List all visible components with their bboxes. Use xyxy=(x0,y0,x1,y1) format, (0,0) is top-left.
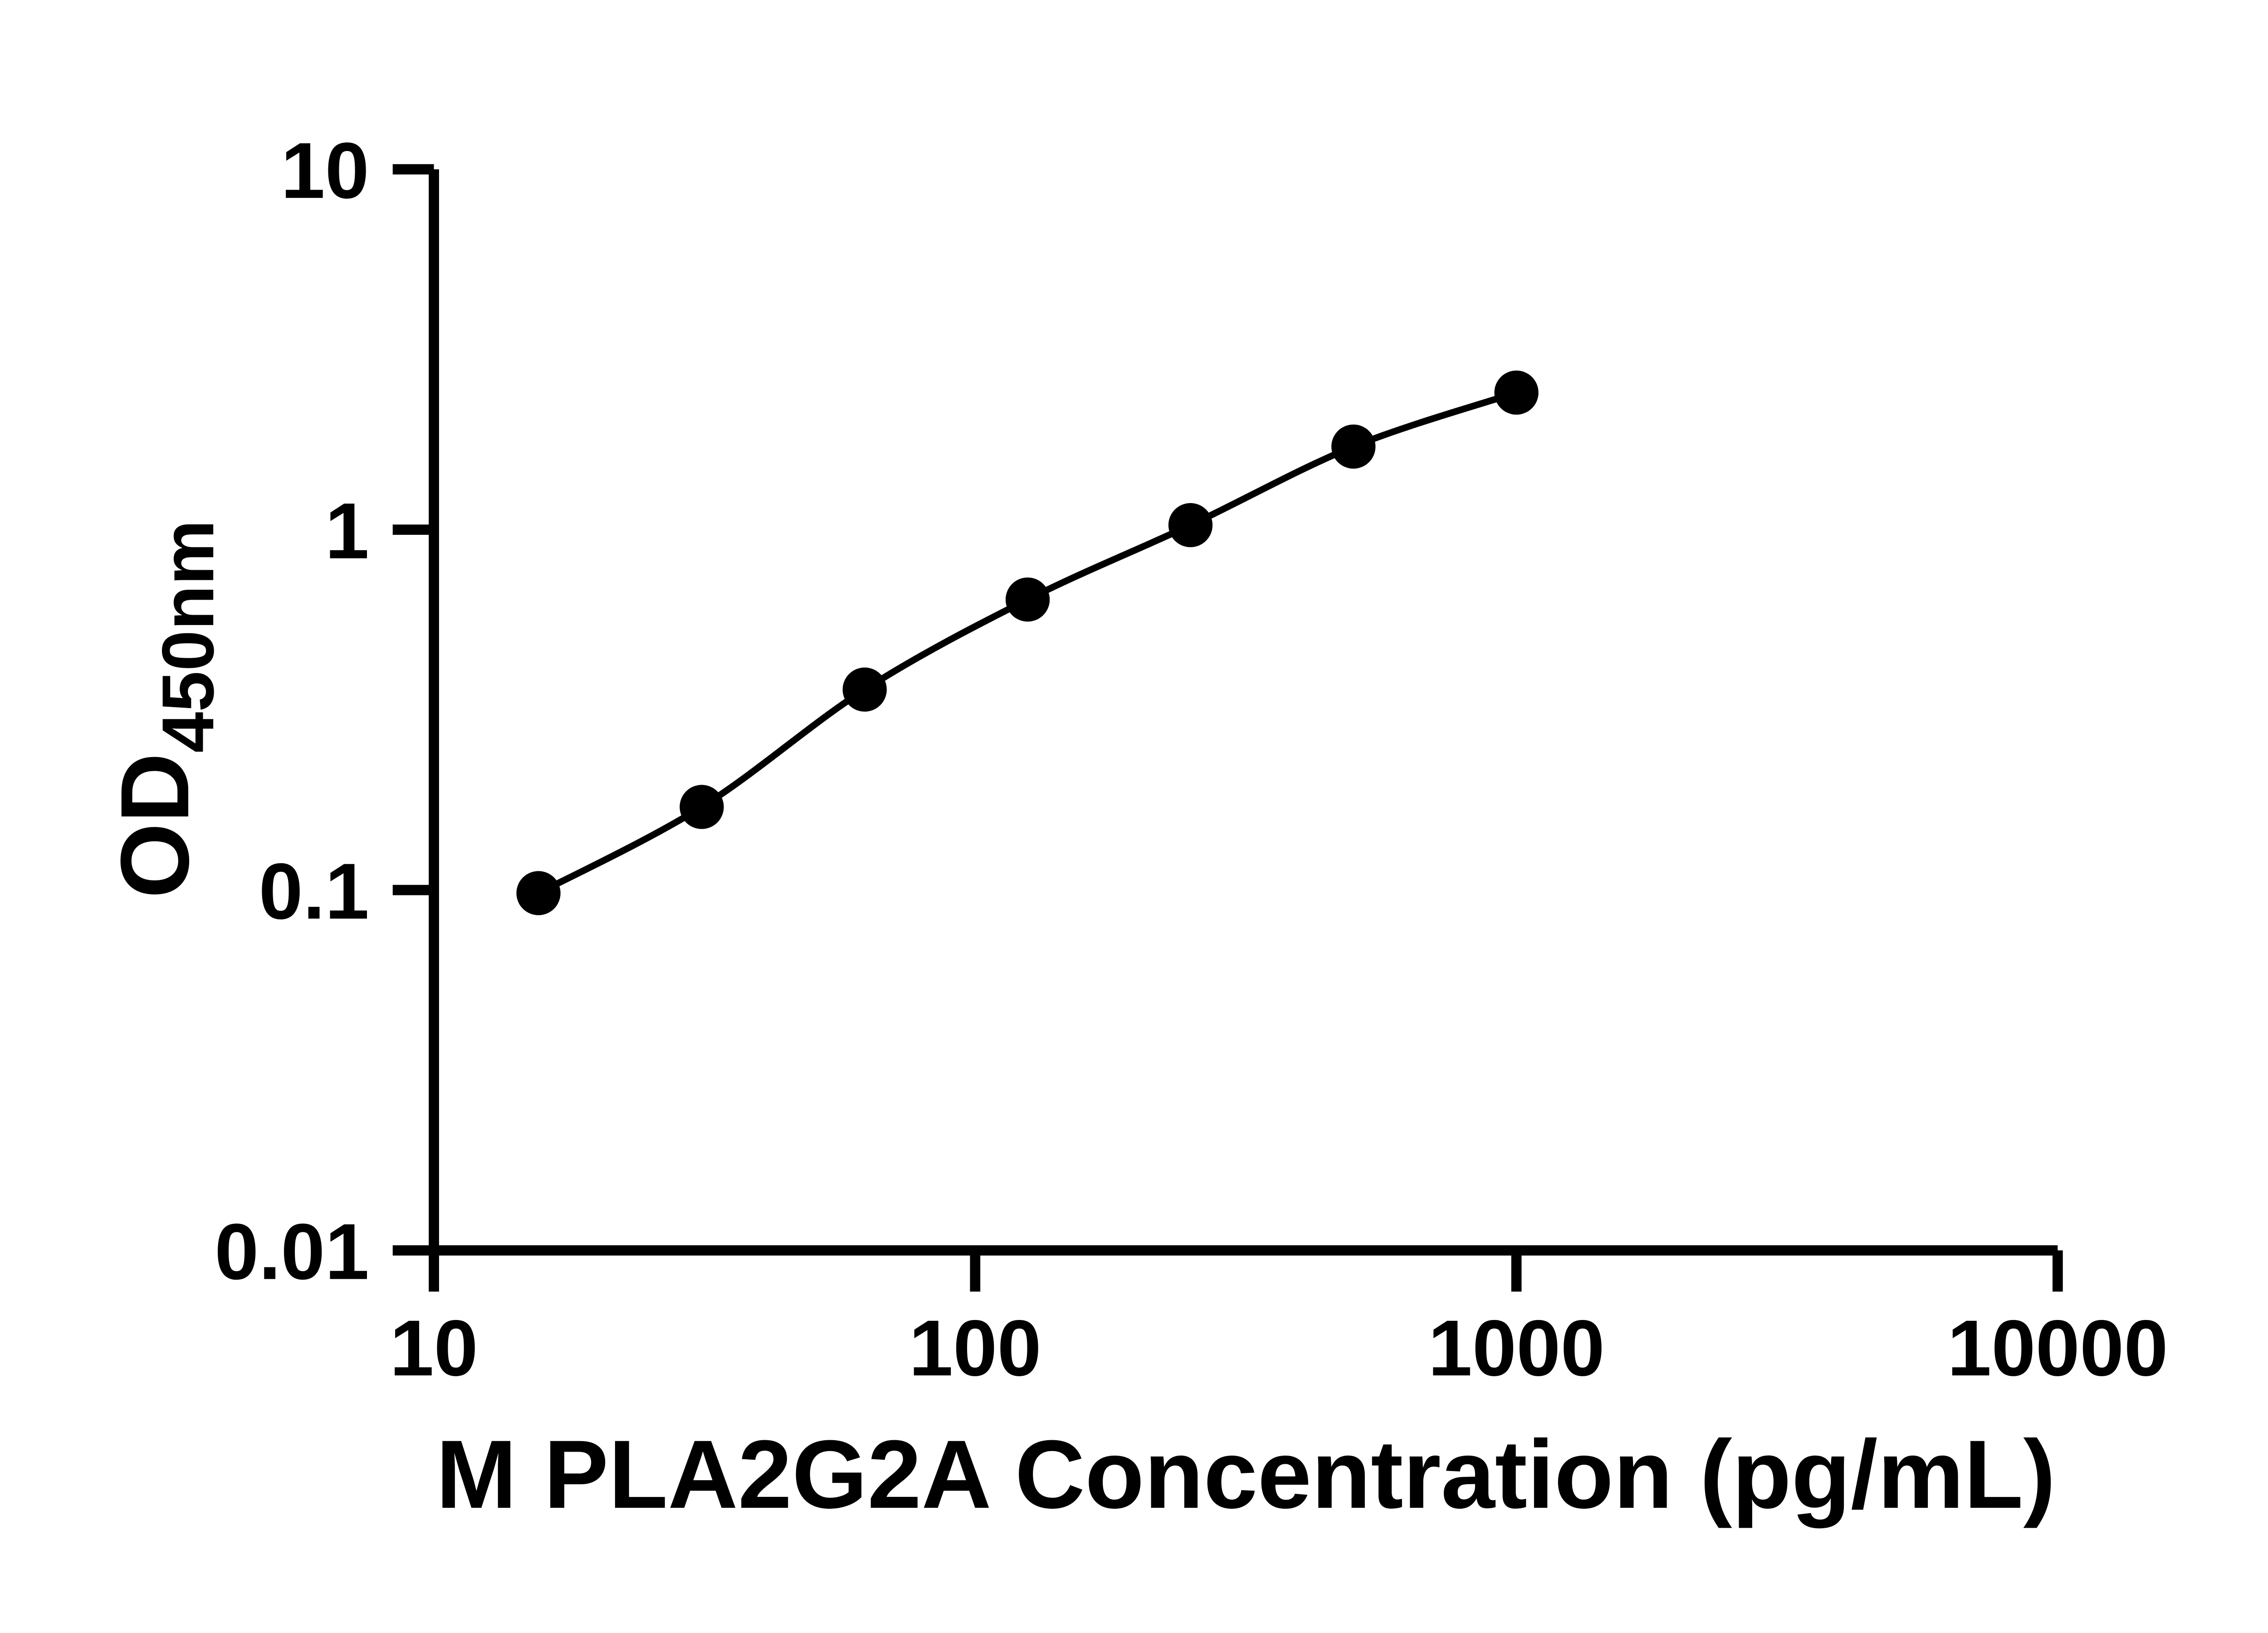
x-tick-label: 10000 xyxy=(1947,1304,2168,1393)
data-point xyxy=(516,871,561,915)
x-axis-ticks: 10 100 1000 10000 xyxy=(390,1250,2168,1393)
data-point xyxy=(842,667,887,712)
y-tick-label: 1 xyxy=(325,487,369,576)
y-axis-title-subscript: 450nm xyxy=(147,520,229,753)
axes xyxy=(429,169,2058,1256)
data-point xyxy=(679,785,724,829)
x-tick-label: 100 xyxy=(909,1304,1041,1393)
x-axis-title: M PLA2G2A Concentration (pg/mL) xyxy=(436,1420,2056,1529)
data-point xyxy=(1168,503,1213,548)
x-tick-label: 1000 xyxy=(1428,1304,1604,1393)
y-tick-label: 0.01 xyxy=(215,1208,369,1296)
data-point xyxy=(1494,370,1539,415)
y-tick-label: 10 xyxy=(281,126,369,215)
x-tick-label: 10 xyxy=(390,1304,478,1393)
y-axis-ticks: 0.01 0.1 1 10 xyxy=(215,126,434,1296)
y-axis-title: OD450nm xyxy=(101,520,229,899)
data-point xyxy=(1331,424,1376,469)
data-points xyxy=(516,370,1539,915)
axis-lines xyxy=(429,169,2058,1256)
y-tick-label: 0.1 xyxy=(259,847,369,936)
y-axis-title-main: OD xyxy=(101,753,209,899)
data-point xyxy=(1005,577,1050,622)
